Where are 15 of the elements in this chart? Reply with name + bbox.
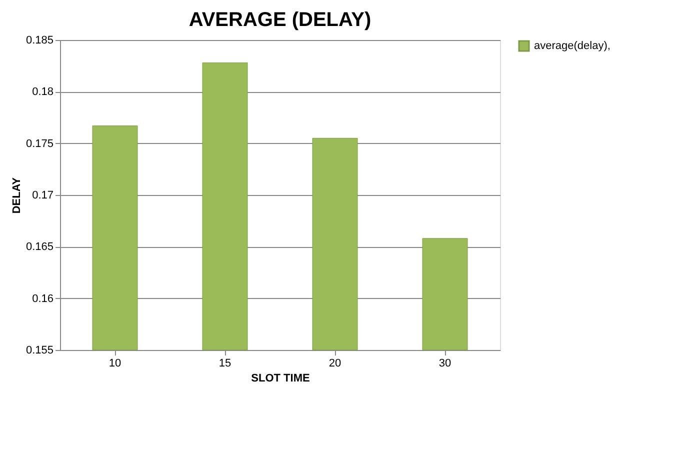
y-tick-label: 0.18 bbox=[32, 86, 54, 98]
y-tick-label: 0.17 bbox=[32, 190, 54, 202]
y-tick-label: 0.16 bbox=[32, 292, 54, 305]
x-tick-label: 10 bbox=[108, 358, 122, 370]
x-tick-label: 30 bbox=[438, 358, 452, 370]
x-tick-label: 20 bbox=[328, 358, 342, 370]
x-axis-title: SLOT TIME bbox=[251, 372, 310, 384]
legend-label: average(delay), bbox=[534, 40, 610, 52]
chart-title: AVERAGE (DELAY) bbox=[188, 9, 372, 31]
y-axis-title: DELAY bbox=[10, 176, 23, 214]
y-tick-label: 0.155 bbox=[26, 344, 54, 356]
x-tick-label: 15 bbox=[218, 358, 232, 370]
y-tick-label: 0.175 bbox=[26, 138, 54, 150]
y-tick-label: 0.185 bbox=[26, 34, 54, 46]
y-tick-label: 0.165 bbox=[26, 241, 54, 254]
